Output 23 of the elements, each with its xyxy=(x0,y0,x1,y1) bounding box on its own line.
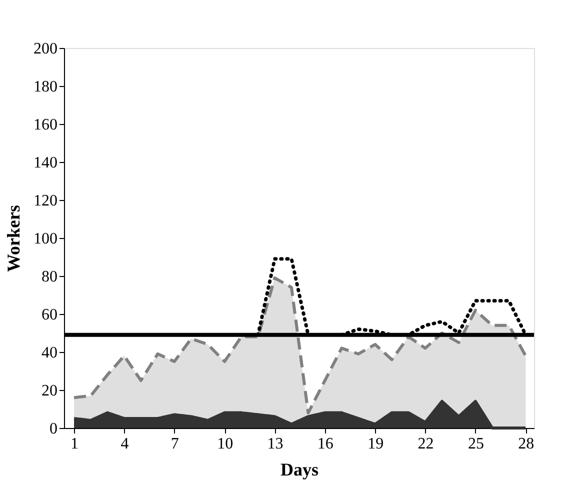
y-tick-label: 0 xyxy=(50,420,58,438)
x-axis-title: Days xyxy=(280,460,319,480)
x-tick-label: 16 xyxy=(317,436,334,452)
y-tick-label: 100 xyxy=(34,230,58,248)
x-tick-label: 22 xyxy=(418,436,434,452)
y-tick-label: 80 xyxy=(42,268,58,286)
x-tick-label: 10 xyxy=(217,436,234,452)
y-tick-label: 20 xyxy=(42,382,58,400)
y-tick-label: 40 xyxy=(42,344,58,362)
y-tick-label: 160 xyxy=(34,116,58,134)
y-tick-label: 200 xyxy=(34,40,58,58)
x-tick-label: 1 xyxy=(70,436,79,452)
y-tick-label: 180 xyxy=(34,78,58,96)
x-tick-label: 13 xyxy=(267,436,284,452)
x-tick-label: 7 xyxy=(170,436,179,452)
y-axis-title: Workers xyxy=(4,205,24,272)
x-tick-label: 28 xyxy=(518,436,534,452)
y-tick-label: 60 xyxy=(42,306,58,324)
x-tick-label: 19 xyxy=(368,436,384,452)
y-tick-label: 140 xyxy=(34,154,58,172)
x-tick-label: 4 xyxy=(120,436,129,452)
x-tick-label: 25 xyxy=(468,436,484,452)
y-tick-label: 120 xyxy=(34,192,58,210)
